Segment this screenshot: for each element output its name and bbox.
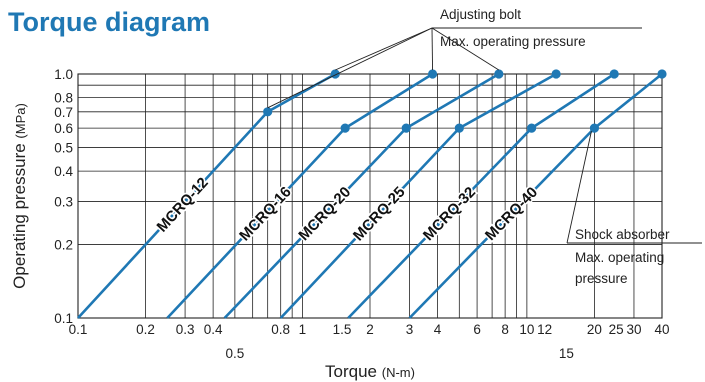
series-label-mcrq-16: MCRQ-16: [236, 183, 295, 244]
marker-mcrq-40-2: [657, 69, 667, 79]
y-tick-label-0-4: 0.4: [54, 164, 73, 179]
callout-top-leader-3: [431, 27, 434, 71]
x-tick-label-0-8: 0.8: [271, 322, 290, 337]
series-label-mcrq-12: MCRQ-12: [154, 174, 212, 235]
series-label-mcrq-40: MCRQ-40: [482, 184, 541, 244]
series-label-mcrq-20: MCRQ-20: [295, 184, 354, 245]
series-label-mcrq-25: MCRQ-25: [350, 184, 409, 245]
x-tick-label-0-1: 0.1: [69, 322, 88, 337]
callout-top-leader-1: [267, 27, 433, 109]
callout-top-leader-2: [335, 27, 433, 71]
series-label-mcrq-32: MCRQ-32: [420, 184, 479, 244]
x-tick-label-1-5: 1.5: [333, 322, 352, 337]
y-tick-label-0-5: 0.5: [54, 140, 73, 155]
marker-mcrq-16-1: [340, 123, 350, 133]
marker-mcrq-20-1: [401, 123, 411, 133]
x-tick-label-2: 2: [366, 322, 374, 337]
y-axis-label: Operating pressure (MPa): [10, 103, 29, 289]
y-tick-label-0-7: 0.7: [54, 105, 73, 120]
marker-mcrq-20-2: [494, 69, 504, 79]
callout-pressure: pressure: [575, 271, 628, 286]
callout-max-operating: Max. operating: [575, 250, 664, 265]
marker-mcrq-32-1: [527, 123, 537, 133]
x-axis-label: Torque (N-m): [325, 362, 415, 381]
axis-labels: Torque (N-m) Operating pressure (MPa): [10, 103, 415, 381]
marker-mcrq-40-1: [589, 123, 600, 133]
y-tick-label-0-6: 0.6: [54, 121, 73, 136]
y-tick-label-0-3: 0.3: [54, 195, 73, 210]
marker-mcrq-16-2: [427, 69, 438, 79]
x-tick-label-0-3: 0.3: [176, 322, 195, 337]
y-tick-label-0-1: 0.1: [54, 311, 73, 326]
x-tick-label-30: 30: [626, 322, 641, 337]
marker-mcrq-12-1: [263, 107, 273, 117]
callout-adjusting-bolt: Adjusting bolt: [440, 7, 521, 22]
x-tick-label-4: 4: [434, 322, 442, 337]
marker-mcrq-12-2: [330, 69, 340, 79]
y-tick-label-1-0: 1.0: [54, 67, 73, 82]
callouts: Adjusting bolt Max. operating pressure Sho…: [267, 7, 702, 286]
x-tick-label-40: 40: [654, 322, 669, 337]
series-line-mcrq-25: [279, 72, 557, 319]
callout-max-operating-pressure: Max. operating pressure: [440, 34, 586, 49]
tick-labels: 0.1 0.2 0.3 0.4 0.8 1 1.5 2 3 4 6 8 10 12 20 25 30 40 0.5 1…: [54, 67, 669, 361]
x-tick-label-10: 10: [519, 322, 534, 337]
y-tick-label-0-8: 0.8: [54, 91, 73, 106]
x-tick-label-6: 6: [473, 322, 481, 337]
x-tick-label-25: 25: [609, 322, 624, 337]
marker-mcrq-25-1: [454, 123, 464, 133]
x-tick-label-3: 3: [406, 322, 414, 337]
marker-mcrq-32-2: [609, 69, 619, 79]
callout-shock-absorber: Shock absorber: [575, 227, 670, 242]
x-tick-label-1: 1: [299, 322, 307, 337]
x-tick-label-0-5: 0.5: [225, 346, 244, 361]
series-group: [77, 69, 667, 319]
x-tick-label-8: 8: [501, 322, 509, 337]
callout-right-leader-1: [566, 131, 592, 244]
grid: [77, 73, 663, 319]
chart-title: Torque diagram: [8, 7, 210, 37]
y-tick-label-0-2: 0.2: [54, 238, 73, 253]
x-tick-label-15: 15: [559, 346, 574, 361]
x-tick-label-12: 12: [537, 322, 552, 337]
x-tick-label-0-2: 0.2: [136, 322, 155, 337]
marker-mcrq-25-2: [551, 69, 561, 79]
callout-top-leader-4: [431, 27, 500, 71]
x-tick-label-0-4: 0.4: [204, 322, 223, 337]
series-line-mcrq-12: [77, 72, 336, 319]
x-tick-label-20: 20: [587, 322, 602, 337]
